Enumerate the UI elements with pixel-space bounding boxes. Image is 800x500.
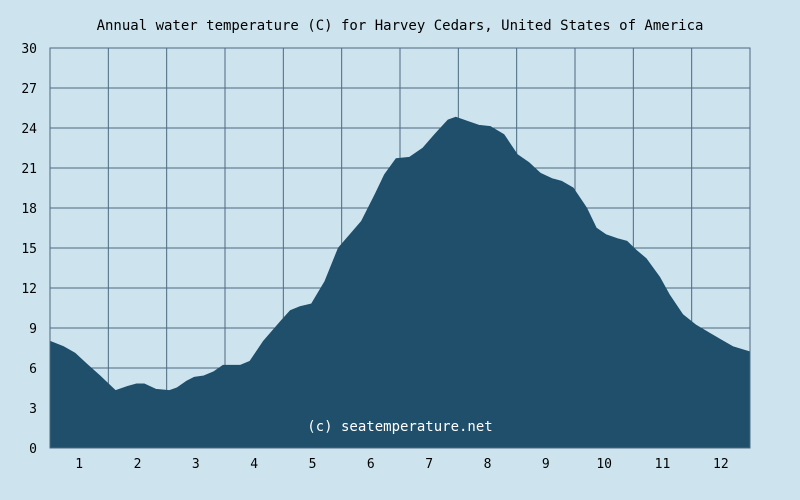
y-tick-label: 18 (21, 202, 37, 217)
x-tick-label: 12 (713, 457, 729, 472)
chart-title: Annual water temperature (C) for Harvey … (96, 18, 704, 34)
y-tick-label: 3 (29, 402, 37, 417)
y-tick-label: 6 (29, 362, 37, 377)
x-tick-labels: 1 2 3 4 5 6 7 8 9 10 11 12 (75, 457, 728, 472)
x-tick-label: 2 (134, 457, 142, 472)
y-tick-label: 21 (21, 162, 37, 177)
x-tick-label: 8 (484, 457, 492, 472)
x-tick-label: 4 (250, 457, 258, 472)
frame-layer (49, 47, 751, 449)
x-tick-label: 7 (425, 457, 433, 472)
x-tick-label: 9 (542, 457, 550, 472)
area-layer (49, 116, 751, 449)
temperature-area (49, 116, 751, 449)
x-tick-label: 11 (655, 457, 671, 472)
x-tick-label: 1 (75, 457, 83, 472)
x-tick-label: 10 (596, 457, 612, 472)
x-tick-label: 6 (367, 457, 375, 472)
y-tick-label: 27 (21, 82, 37, 97)
y-tick-label: 12 (21, 282, 37, 297)
plot-frame (49, 47, 751, 449)
watermark: (c) seatemperature.net (307, 419, 493, 435)
x-tick-label: 3 (192, 457, 200, 472)
x-tick-label: 5 (309, 457, 317, 472)
y-tick-labels: 0 3 6 9 12 15 18 21 24 27 30 (21, 42, 37, 457)
y-tick-label: 9 (29, 322, 37, 337)
y-tick-label: 30 (21, 42, 37, 57)
y-tick-label: 15 (21, 242, 37, 257)
y-tick-label: 24 (21, 122, 37, 137)
y-tick-label: 0 (29, 442, 37, 457)
